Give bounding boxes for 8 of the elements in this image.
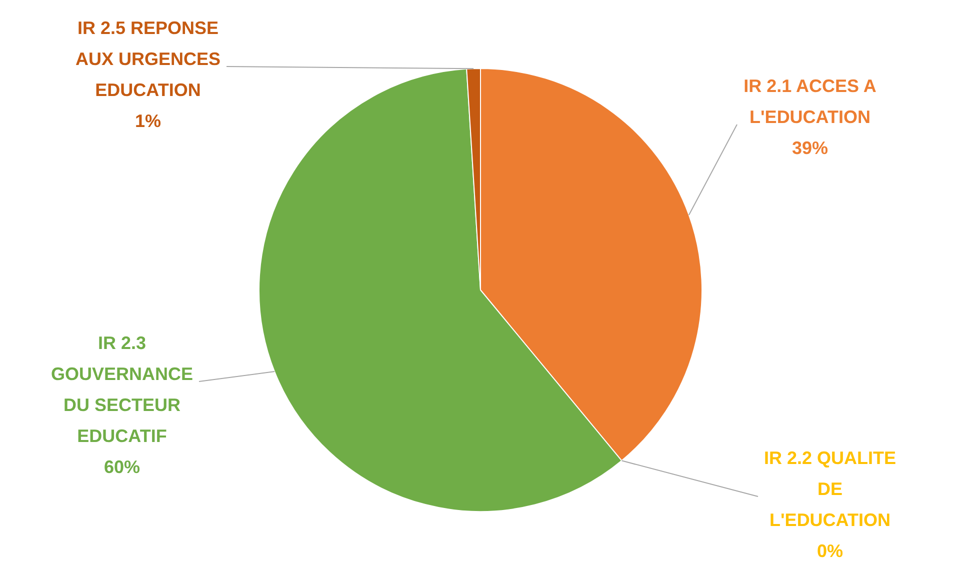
slice-label: IR 2.3 GOUVERNANCE DU SECTEUR EDUCATIF bbox=[50, 332, 194, 446]
data-label: 60% bbox=[104, 456, 140, 477]
text: 0% bbox=[816, 540, 844, 561]
slice-label: IR 2.5 REPONSE AUX URGENCES EDUCATION bbox=[75, 18, 221, 100]
slice-label: IR 2.1 ACCES A L'EDUCATION bbox=[744, 76, 876, 127]
data-label: 39% bbox=[792, 138, 828, 158]
category-label: IR 2.2 QUALITE DE L'EDUCATION bbox=[764, 448, 896, 530]
data-label: 1% bbox=[134, 110, 162, 131]
